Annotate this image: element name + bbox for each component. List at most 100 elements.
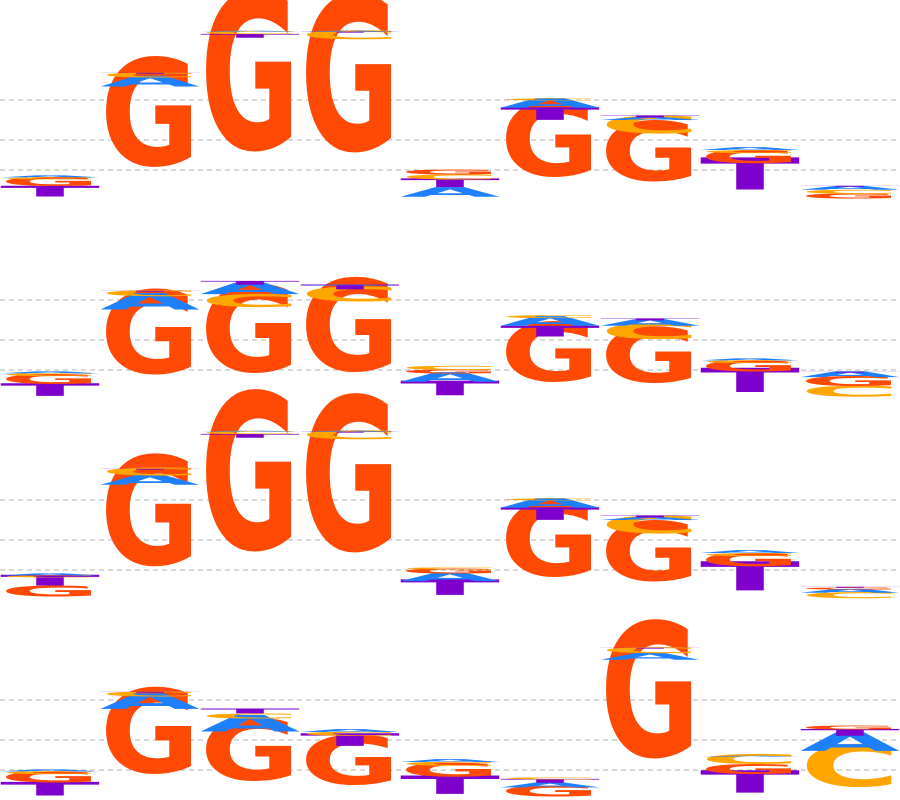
glyph-G: G xyxy=(300,723,400,800)
glyph-G: G xyxy=(300,254,400,400)
glyph-C: C xyxy=(0,575,100,578)
glyph-T: T xyxy=(0,380,100,400)
glyph-G: G xyxy=(200,702,300,800)
glyph-A: A xyxy=(700,755,800,757)
glyph-A: A xyxy=(0,573,100,576)
glyph-C: C xyxy=(100,466,200,478)
glyph-G: G xyxy=(300,0,400,200)
glyph-C: C xyxy=(0,177,100,180)
glyph-A: A xyxy=(600,317,700,328)
glyph-T: T xyxy=(500,504,600,524)
glyph-T: T xyxy=(200,33,300,39)
glyph-G: G xyxy=(100,29,200,200)
glyph-G: G xyxy=(0,372,100,387)
glyph-A: A xyxy=(700,146,800,151)
glyph-G: G xyxy=(600,506,700,600)
glyph-C: C xyxy=(800,591,900,600)
glyph-C: C xyxy=(0,770,100,775)
glyph-A: A xyxy=(200,430,300,432)
glyph-C: C xyxy=(300,731,400,737)
glyph-G: G xyxy=(100,427,200,600)
glyph-C: C xyxy=(300,283,400,306)
glyph-C: C xyxy=(400,761,500,767)
glyph-C: C xyxy=(600,111,700,139)
glyph-G: G xyxy=(500,83,600,201)
glyph-A: A xyxy=(400,184,500,200)
glyph-G: G xyxy=(400,567,500,575)
glyph-A: A xyxy=(100,73,200,90)
glyph-A: A xyxy=(600,651,700,662)
glyph-G: G xyxy=(700,550,800,570)
glyph-A: A xyxy=(600,116,700,121)
glyph-T: T xyxy=(700,764,800,800)
glyph-C: C xyxy=(100,289,200,298)
glyph-G: G xyxy=(100,268,200,400)
glyph-C: C xyxy=(400,567,500,570)
glyph-G: G xyxy=(700,762,800,777)
glyph-T: T xyxy=(800,586,900,588)
glyph-T: T xyxy=(500,323,600,340)
glyph-A: A xyxy=(800,588,900,594)
glyph-G: G xyxy=(200,262,300,400)
glyph-C: C xyxy=(500,498,600,501)
glyph-T: T xyxy=(500,778,600,784)
glyph-A: A xyxy=(400,570,500,584)
glyph-C: C xyxy=(800,383,900,400)
glyph-C: C xyxy=(400,173,500,181)
glyph-T: T xyxy=(600,115,700,118)
glyph-C: C xyxy=(800,189,900,195)
glyph-G: G xyxy=(200,350,300,600)
glyph-G: G xyxy=(300,354,400,600)
glyph-C: C xyxy=(500,777,600,780)
glyph-C: C xyxy=(600,646,700,655)
glyph-G: G xyxy=(200,0,300,200)
glyph-A: A xyxy=(500,781,600,789)
glyph-T: T xyxy=(300,31,400,33)
glyph-T: T xyxy=(800,371,900,373)
glyph-C: C xyxy=(700,552,800,557)
glyph-G: G xyxy=(600,106,700,200)
glyph-A: A xyxy=(400,369,500,385)
glyph-A: A xyxy=(100,472,200,488)
glyph-A: A xyxy=(200,711,300,737)
glyph-T: T xyxy=(100,290,200,292)
glyph-G: G xyxy=(0,583,100,600)
glyph-T: T xyxy=(300,283,400,291)
glyph-C: C xyxy=(200,712,300,720)
glyph-G: G xyxy=(800,587,900,590)
glyph-A: A xyxy=(800,370,900,379)
glyph-C: C xyxy=(100,71,200,79)
glyph-G: G xyxy=(800,192,900,200)
glyph-A: A xyxy=(500,495,600,511)
glyph-G: G xyxy=(800,374,900,389)
glyph-A: A xyxy=(100,289,200,315)
glyph-A: A xyxy=(600,516,700,521)
glyph-T: T xyxy=(400,770,500,800)
glyph-G: G xyxy=(600,585,700,800)
glyph-A: A xyxy=(300,728,400,733)
glyph-G: G xyxy=(400,168,500,176)
glyph-A: A xyxy=(700,358,800,361)
glyph-C: C xyxy=(700,149,800,154)
glyph-T: T xyxy=(100,72,200,74)
glyph-T: T xyxy=(700,361,800,400)
glyph-G: G xyxy=(100,666,200,800)
glyph-T: T xyxy=(400,377,500,400)
glyph-T: T xyxy=(200,433,300,439)
glyph-G: G xyxy=(0,175,100,189)
glyph-C: C xyxy=(300,428,400,442)
glyph-G: G xyxy=(500,307,600,400)
glyph-C: C xyxy=(300,28,400,42)
glyph-A: A xyxy=(500,95,600,111)
glyph-A: A xyxy=(100,689,200,714)
glyph-T: T xyxy=(0,572,100,589)
glyph-T: T xyxy=(700,149,800,200)
glyph-A: A xyxy=(200,30,300,32)
glyph-G: G xyxy=(600,313,700,400)
glyph-G: G xyxy=(700,147,800,167)
glyph-G: G xyxy=(0,769,100,786)
glyph-G: G xyxy=(800,725,900,731)
glyph-A: A xyxy=(300,430,400,432)
